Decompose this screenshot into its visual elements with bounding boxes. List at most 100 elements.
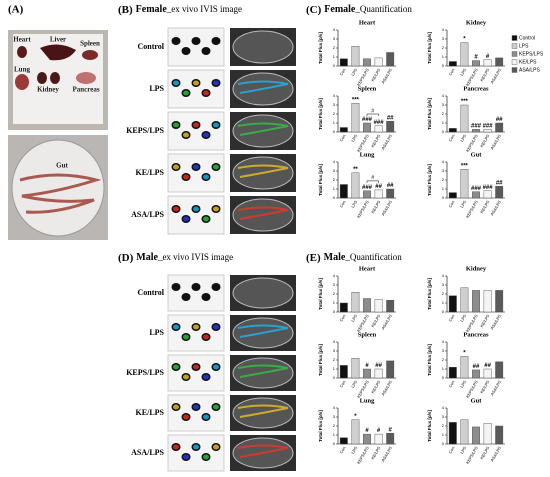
legend-label: Control [519, 35, 535, 41]
y-tick-label: 4 [442, 159, 445, 164]
x-tick-label: KE/LPS [370, 445, 382, 460]
signal [193, 80, 199, 86]
bar [472, 426, 480, 445]
x-tick-label: KE/LPS [370, 379, 382, 394]
legend-label: LPS [519, 43, 529, 49]
y-tick-label: 3 [442, 414, 445, 419]
chart-title: Gut [471, 397, 483, 404]
y-tick-label: 0 [442, 375, 445, 380]
y-tick-label: 4 [442, 405, 445, 410]
bar [386, 120, 395, 133]
significance-label: ### [483, 185, 494, 191]
x-tick-label: LPS [459, 67, 467, 76]
y-tick-label: 0 [442, 309, 445, 314]
y-tick-label: 1 [333, 186, 336, 191]
significance-label: * [463, 350, 466, 356]
signal [193, 364, 199, 370]
panel-title: Male [136, 252, 158, 263]
spleen [82, 50, 98, 60]
y-tick-label: 4 [442, 273, 445, 278]
y-tick-label: 1 [333, 432, 336, 437]
panel-header: (E) Male_Quantification [306, 252, 402, 264]
panel-title: Male [324, 252, 346, 263]
row-label: Control [137, 42, 164, 51]
bar [386, 188, 395, 199]
signal [183, 454, 189, 460]
row-label: KEPS/LPS [126, 126, 164, 135]
organ-blob [201, 47, 211, 55]
bar [495, 290, 504, 313]
panel-label: (C) [306, 4, 322, 16]
x-tick-label: ASA/LPS [380, 133, 393, 150]
y-axis-label: Total Flux [p/s] [318, 278, 323, 310]
x-tick-label: ASA/LPS [489, 445, 502, 462]
bar [483, 59, 492, 67]
significance-label: ## [473, 364, 480, 370]
x-tick-label: ASA/LPS [380, 379, 393, 396]
y-tick-label: 4 [333, 339, 336, 344]
panel-header: (B) Female_ex vivo IVIS image [118, 4, 242, 16]
bar [448, 128, 457, 133]
signal [213, 444, 219, 450]
signal [183, 132, 189, 138]
signal [173, 324, 179, 330]
y-axis-label: Total Flux [p/s] [427, 32, 432, 64]
chart-title: Spleen [358, 85, 377, 92]
y-tick-label: 2 [333, 111, 336, 116]
bar [351, 102, 360, 133]
bar [339, 437, 348, 445]
significance-label: ## [496, 117, 503, 123]
y-tick-label: 4 [333, 273, 336, 278]
signal [183, 374, 189, 380]
chart-title: Lung [360, 151, 376, 158]
signal [193, 206, 199, 212]
y-tick-label: 1 [333, 366, 336, 371]
y-axis-label: Total Flux [p/s] [427, 344, 432, 376]
chart-title: Heart [359, 265, 376, 272]
significance-label: # [389, 427, 393, 433]
y-tick-label: 0 [442, 63, 445, 68]
y-tick-label: 0 [333, 375, 336, 380]
row-label: KEPS/LPS [126, 368, 164, 377]
chart-title: Gut [471, 151, 483, 158]
signal [193, 404, 199, 410]
panel-subtitle: _ex vivo IVIS image [166, 4, 242, 14]
bar [460, 104, 469, 133]
y-tick-label: 1 [333, 120, 336, 125]
gut [19, 173, 102, 214]
signal [183, 216, 189, 222]
y-tick-label: 3 [442, 36, 445, 41]
x-tick-label: KE/LPS [370, 313, 382, 328]
gut-signal [237, 80, 289, 94]
chart-title: Pancreas [463, 331, 489, 338]
y-tick-label: 4 [442, 93, 445, 98]
signal [173, 164, 179, 170]
row-label: ASA/LPS [131, 210, 164, 219]
x-tick-label: Con [448, 446, 456, 455]
legend-label: KE/LPS [519, 59, 537, 65]
y-axis-label: Total Flux [p/s] [427, 98, 432, 130]
bracket-label: # [371, 108, 374, 114]
x-tick-label: Con [448, 314, 456, 323]
bar [483, 129, 492, 133]
y-tick-label: 4 [333, 159, 336, 164]
y-tick-label: 3 [333, 102, 336, 107]
x-tick-label: KE/LPS [479, 199, 491, 214]
significance-label: ## [387, 183, 394, 189]
significance-label: # [377, 428, 381, 434]
bar [483, 290, 492, 313]
chart-title: Pancreas [463, 85, 489, 92]
gut-signal [237, 122, 289, 136]
y-tick-label: 1 [333, 54, 336, 59]
bar [483, 368, 492, 379]
bar [460, 168, 469, 199]
bar [386, 360, 395, 379]
organ-blob [181, 47, 191, 55]
significance-label: ### [362, 185, 373, 191]
bar [448, 61, 457, 67]
x-tick-label: Con [339, 200, 347, 209]
signal [213, 404, 219, 410]
significance-label: ** [353, 167, 358, 173]
bar [374, 57, 383, 67]
bar [374, 433, 383, 445]
